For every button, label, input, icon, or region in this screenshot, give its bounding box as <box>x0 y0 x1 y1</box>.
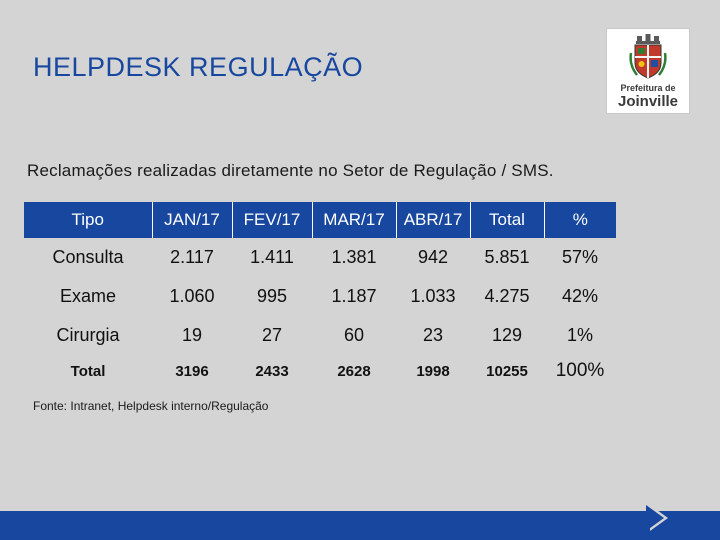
table-cell: 1.187 <box>331 286 377 306</box>
table-cell: 1% <box>566 325 593 345</box>
header-cell: % <box>544 202 616 238</box>
row-label: Exame <box>59 286 117 306</box>
table-cell: 1.411 <box>250 247 294 267</box>
table-cell: 27 <box>261 325 283 345</box>
table-cell: 4.275 <box>484 286 530 306</box>
footer-bar <box>0 511 720 540</box>
row-label: Cirurgia <box>56 325 120 345</box>
table-cell: 1.381 <box>331 247 377 267</box>
table-row: Consulta 2.117 1.411 1.381 942 5.851 57% <box>24 238 616 277</box>
table-cell: 57% <box>561 247 599 267</box>
prefeitura-logo: Prefeitura de Joinville <box>606 28 690 114</box>
header-cell: JAN/17 <box>152 202 233 238</box>
table-row: Cirurgia 19 27 60 23 129 1% <box>24 316 616 355</box>
page-title: HELPDESK REGULAÇÃO <box>33 52 364 82</box>
table-cell: 129 <box>491 325 523 345</box>
table-cell: 60 <box>343 325 365 345</box>
row-label: Consulta <box>52 247 124 267</box>
table-cell: 995 <box>256 286 288 306</box>
table-cell: 19 <box>181 325 203 345</box>
table-total-row: Total 3196 2433 2628 1998 10255 100% <box>24 355 616 387</box>
header-cell: ABR/17 <box>396 202 471 238</box>
logo-text-line2: Joinville <box>617 93 679 110</box>
table-cell: 5.851 <box>484 247 530 267</box>
header-cell: Total <box>470 202 545 238</box>
header-cell: MAR/17 <box>312 202 397 238</box>
source-note: Fonte: Intranet, Helpdesk interno/Regula… <box>33 399 269 413</box>
total-cell: 1998 <box>416 362 450 380</box>
table-cell: 1.033 <box>410 286 456 306</box>
total-cell: 10255 <box>486 362 528 380</box>
header-cell: Tipo <box>24 202 153 238</box>
coat-of-arms-icon <box>629 34 667 79</box>
total-cell: 3196 <box>175 362 209 380</box>
table-cell: 23 <box>422 325 444 345</box>
table-cell: 42% <box>561 286 599 306</box>
total-cell: 2433 <box>255 362 289 380</box>
subtitle: Reclamações realizadas diretamente no Se… <box>27 161 554 180</box>
total-cell: 2628 <box>337 362 371 380</box>
table-cell: 1.060 <box>169 286 215 306</box>
logo-text-line1: Prefeitura de <box>620 83 676 93</box>
table-header-row: Tipo JAN/17 FEV/17 MAR/17 ABR/17 Total % <box>24 202 616 238</box>
table-cell: 942 <box>417 247 449 267</box>
complaints-table: Tipo JAN/17 FEV/17 MAR/17 ABR/17 Total %… <box>24 202 616 387</box>
table-row: Exame 1.060 995 1.187 1.033 4.275 42% <box>24 277 616 316</box>
total-label: Total <box>70 362 106 380</box>
total-cell: 100% <box>555 360 605 381</box>
chevron-right-icon <box>646 505 668 531</box>
header-cell: FEV/17 <box>232 202 313 238</box>
table-cell: 2.117 <box>170 247 214 267</box>
